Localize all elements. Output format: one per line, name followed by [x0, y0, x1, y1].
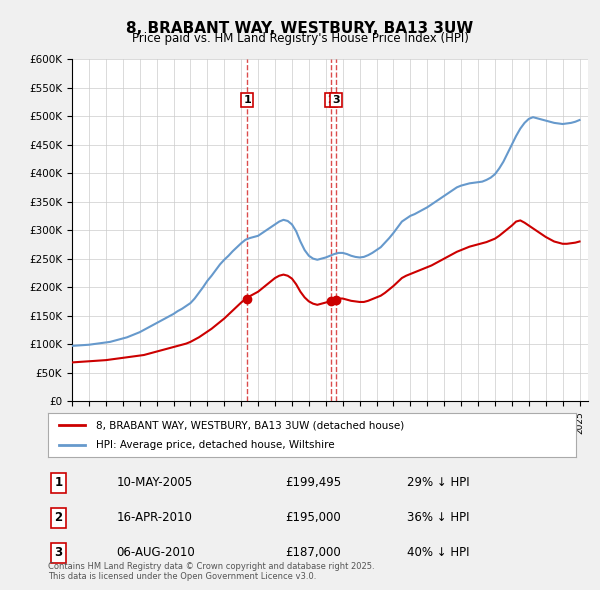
Text: 40% ↓ HPI: 40% ↓ HPI: [407, 546, 470, 559]
Text: 29% ↓ HPI: 29% ↓ HPI: [407, 476, 470, 489]
Text: Contains HM Land Registry data © Crown copyright and database right 2025.
This d: Contains HM Land Registry data © Crown c…: [48, 562, 374, 581]
Text: £199,495: £199,495: [286, 476, 342, 489]
Text: HPI: Average price, detached house, Wiltshire: HPI: Average price, detached house, Wilt…: [95, 440, 334, 450]
Text: 8, BRABANT WAY, WESTBURY, BA13 3UW (detached house): 8, BRABANT WAY, WESTBURY, BA13 3UW (deta…: [95, 421, 404, 430]
Text: 3: 3: [332, 95, 340, 105]
Text: 10-MAY-2005: 10-MAY-2005: [116, 476, 193, 489]
Text: 3: 3: [55, 546, 62, 559]
Text: 1: 1: [55, 476, 62, 489]
Text: £187,000: £187,000: [286, 546, 341, 559]
Text: 16-APR-2010: 16-APR-2010: [116, 511, 193, 525]
Text: 8, BRABANT WAY, WESTBURY, BA13 3UW: 8, BRABANT WAY, WESTBURY, BA13 3UW: [127, 21, 473, 35]
Text: 2: 2: [327, 95, 335, 105]
Text: Price paid vs. HM Land Registry's House Price Index (HPI): Price paid vs. HM Land Registry's House …: [131, 32, 469, 45]
Text: 2: 2: [55, 511, 62, 525]
Text: 36% ↓ HPI: 36% ↓ HPI: [407, 511, 470, 525]
Text: 06-AUG-2010: 06-AUG-2010: [116, 546, 196, 559]
Text: 1: 1: [244, 95, 251, 105]
Text: £195,000: £195,000: [286, 511, 341, 525]
